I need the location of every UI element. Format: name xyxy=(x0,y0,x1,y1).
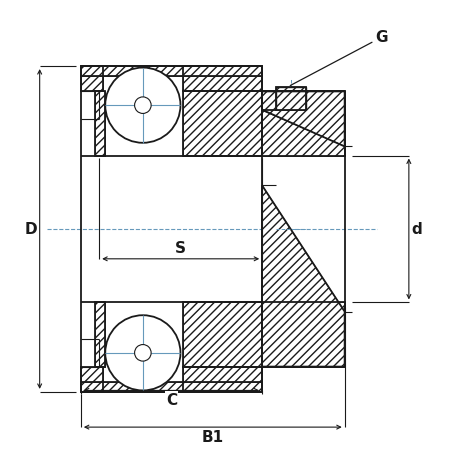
Polygon shape xyxy=(182,92,262,156)
Text: B1: B1 xyxy=(202,429,224,444)
Circle shape xyxy=(134,345,151,361)
Polygon shape xyxy=(182,67,262,92)
Polygon shape xyxy=(81,67,262,77)
Polygon shape xyxy=(81,367,103,392)
Polygon shape xyxy=(262,303,344,367)
Polygon shape xyxy=(262,92,344,147)
Text: S: S xyxy=(175,241,186,255)
Polygon shape xyxy=(81,382,262,392)
Polygon shape xyxy=(262,92,344,156)
Polygon shape xyxy=(182,303,262,367)
Circle shape xyxy=(105,315,180,391)
Text: d: d xyxy=(411,222,421,237)
Polygon shape xyxy=(95,92,105,156)
Polygon shape xyxy=(95,303,105,367)
Polygon shape xyxy=(81,67,103,92)
Text: G: G xyxy=(374,30,387,45)
Polygon shape xyxy=(182,367,262,392)
Text: D: D xyxy=(25,222,38,237)
Text: C: C xyxy=(166,392,177,407)
Circle shape xyxy=(134,98,151,114)
Circle shape xyxy=(105,68,180,144)
Polygon shape xyxy=(262,186,344,367)
Polygon shape xyxy=(275,88,305,111)
